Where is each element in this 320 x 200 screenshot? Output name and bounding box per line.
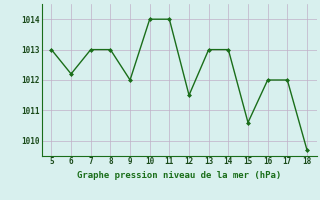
X-axis label: Graphe pression niveau de la mer (hPa): Graphe pression niveau de la mer (hPa) <box>77 171 281 180</box>
